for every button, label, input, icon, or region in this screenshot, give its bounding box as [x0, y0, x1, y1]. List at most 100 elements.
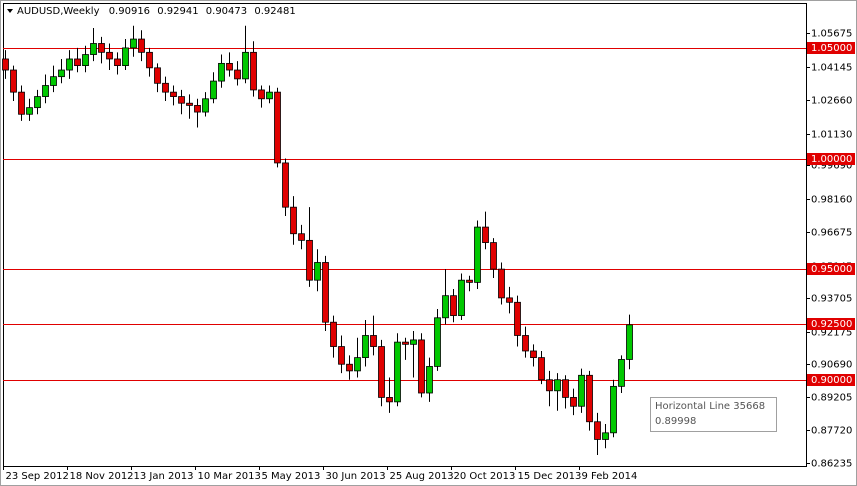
candle-body — [570, 397, 577, 407]
candle-body — [506, 297, 513, 303]
candle-body — [186, 102, 193, 106]
candle-body — [410, 339, 417, 345]
candle-body — [562, 379, 569, 398]
symbol: AUDUSD,Weekly — [17, 6, 100, 17]
candle-body — [514, 301, 521, 336]
level-label: 0.95000 — [811, 264, 852, 275]
candle-body — [130, 38, 137, 49]
candle-body — [602, 432, 609, 440]
candle-body — [354, 357, 361, 372]
y-tick-label: 1.01130 — [811, 130, 852, 141]
candle-body — [58, 69, 65, 78]
candle-body — [442, 295, 449, 319]
candle-body — [66, 58, 73, 71]
level-tag — [807, 153, 855, 165]
x-tick-label: 10 Mar 2013 — [198, 471, 261, 482]
candle-body — [82, 54, 89, 67]
candle-body — [362, 335, 369, 359]
candle-body — [250, 51, 257, 91]
candle-body — [586, 374, 593, 423]
plot-area — [3, 3, 807, 467]
candle-body — [114, 58, 121, 67]
level-tag — [807, 263, 855, 275]
tooltip-box — [650, 397, 777, 432]
candle-body — [522, 335, 529, 352]
candle-body — [226, 62, 233, 71]
candle-body — [530, 350, 537, 359]
candle-body — [346, 363, 353, 372]
candle-body — [402, 341, 409, 345]
y-tick-label: 0.92175 — [811, 328, 852, 339]
candle-body — [418, 339, 425, 394]
y-tick-label: 0.93705 — [811, 294, 852, 305]
candle-body — [162, 82, 169, 93]
candle-body — [426, 366, 433, 394]
candle-body — [594, 421, 601, 440]
candle-body — [50, 76, 57, 86]
x-tick-label: 15 Dec 2013 — [518, 471, 582, 482]
candle-body — [554, 379, 561, 392]
last-low: 0.90473 — [206, 6, 247, 17]
last-open: 0.90916 — [109, 6, 150, 17]
candle-body — [202, 98, 209, 113]
y-tick-label: 0.96675 — [811, 228, 852, 239]
candle-body — [466, 279, 473, 283]
overlay: AUDUSD,Weekly 0.90916 0.92941 0.90473 0.… — [17, 6, 777, 432]
header: AUDUSD,Weekly 0.90916 0.92941 0.90473 0.… — [17, 6, 296, 17]
candle-body — [370, 335, 377, 347]
candle-body — [330, 321, 337, 347]
candle-body — [234, 69, 241, 80]
candle-body — [290, 206, 297, 235]
candle-body — [2, 58, 9, 71]
candle-body — [194, 105, 201, 113]
y-tick-label: 0.87720 — [811, 426, 852, 437]
level-tag — [807, 318, 855, 330]
candle-body — [498, 268, 505, 299]
x-tick-label: 30 Jun 2013 — [326, 471, 386, 482]
x-tick-label: 25 Aug 2013 — [390, 471, 454, 482]
candle-body — [170, 91, 177, 97]
y-tick-label: 1.05675 — [811, 29, 852, 40]
candle-body — [258, 89, 265, 100]
candle-body — [42, 85, 49, 97]
candle-body — [154, 67, 161, 84]
candle-body — [122, 47, 129, 67]
candle-body — [10, 69, 17, 93]
candle-body — [242, 51, 249, 80]
candle-body — [546, 379, 553, 392]
x-tick-label: 20 Oct 2013 — [454, 471, 516, 482]
candle-body — [90, 43, 97, 55]
x-tick-label: 9 Feb 2014 — [582, 471, 638, 482]
candle-body — [434, 317, 441, 367]
candle-body — [314, 262, 321, 281]
y-tick-label: 1.04145 — [811, 63, 852, 74]
candle-body — [490, 242, 497, 270]
level-label: 0.92500 — [811, 319, 852, 330]
x-tick-label: 18 Nov 2012 — [70, 471, 134, 482]
candle-body — [306, 239, 313, 281]
candle-body — [450, 295, 457, 316]
candle-body — [266, 91, 273, 100]
candle-body — [322, 262, 329, 323]
candle-body — [298, 233, 305, 241]
level-label: 1.00000 — [811, 154, 852, 165]
candle-body — [34, 96, 41, 109]
candle-body — [578, 374, 585, 407]
candle-body — [386, 397, 393, 403]
y-tick-label: 0.90690 — [811, 360, 852, 371]
candle-body — [178, 96, 185, 104]
candle-body — [146, 51, 153, 69]
tooltip-title: Horizontal Line 35668 — [655, 401, 765, 412]
candle-body — [218, 62, 225, 82]
candle-body — [482, 226, 489, 243]
candle-body — [106, 51, 113, 60]
candle-body — [458, 279, 465, 316]
candle-body — [474, 226, 481, 283]
menu-arrow — [7, 9, 13, 13]
last-close: 0.92481 — [254, 6, 295, 17]
candle-body — [394, 341, 401, 403]
y-tick-label: 0.98160 — [811, 195, 852, 206]
tooltip-price: 0.89998 — [655, 416, 696, 427]
